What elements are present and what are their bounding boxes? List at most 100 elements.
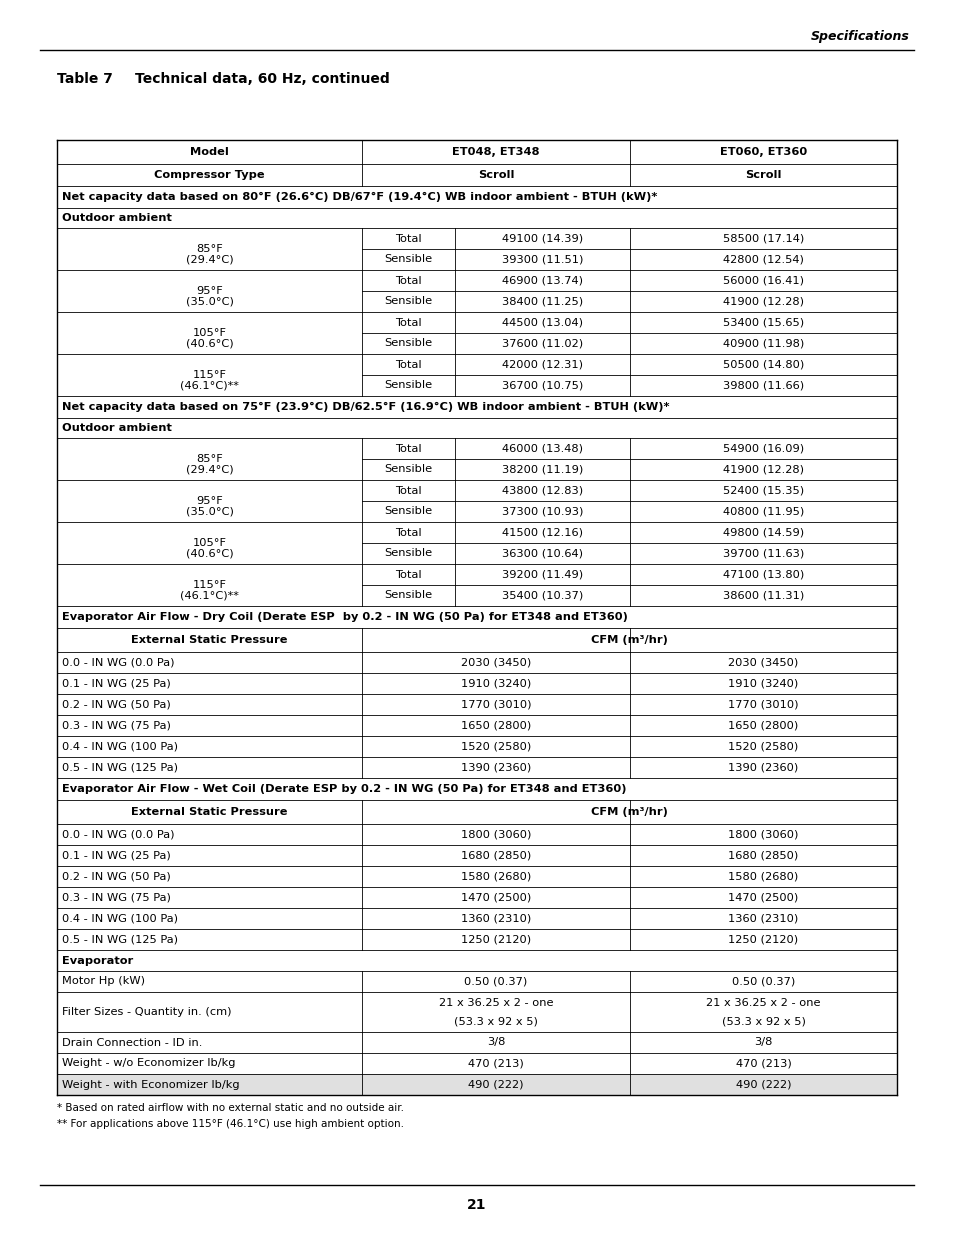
Text: 1910 (3240): 1910 (3240) xyxy=(727,678,798,688)
Text: 0.1 - IN WG (25 Pa): 0.1 - IN WG (25 Pa) xyxy=(62,678,171,688)
Text: Evaporator Air Flow - Dry Coil (Derate ESP  by 0.2 - IN WG (50 Pa) for ET348 and: Evaporator Air Flow - Dry Coil (Derate E… xyxy=(62,613,627,622)
Text: Outdoor ambient: Outdoor ambient xyxy=(62,212,172,224)
Text: Total: Total xyxy=(395,485,421,495)
Text: Model: Model xyxy=(190,147,229,157)
Text: 85°F: 85°F xyxy=(196,245,223,254)
Text: 0.0 - IN WG (0.0 Pa): 0.0 - IN WG (0.0 Pa) xyxy=(62,657,174,667)
Text: 105°F: 105°F xyxy=(193,329,226,338)
Text: 0.2 - IN WG (50 Pa): 0.2 - IN WG (50 Pa) xyxy=(62,699,171,709)
Text: 39800 (11.66): 39800 (11.66) xyxy=(722,380,803,390)
Text: Total: Total xyxy=(395,317,421,327)
Text: 35400 (10.37): 35400 (10.37) xyxy=(501,590,582,600)
Text: 1360 (2310): 1360 (2310) xyxy=(460,914,531,924)
Text: 0.1 - IN WG (25 Pa): 0.1 - IN WG (25 Pa) xyxy=(62,851,171,861)
Text: Sensible: Sensible xyxy=(384,338,432,348)
Text: Sensible: Sensible xyxy=(384,506,432,516)
Text: 21 x 36.25 x 2 - one: 21 x 36.25 x 2 - one xyxy=(705,998,820,1008)
Text: * Based on rated airflow with no external static and no outside air.: * Based on rated airflow with no externa… xyxy=(57,1103,403,1113)
Text: 1580 (2680): 1580 (2680) xyxy=(460,872,531,882)
Text: Net capacity data based on 75°F (23.9°C) DB/62.5°F (16.9°C) WB indoor ambient - : Net capacity data based on 75°F (23.9°C)… xyxy=(62,401,669,412)
Text: (46.1°C)**: (46.1°C)** xyxy=(180,380,238,390)
Text: 39300 (11.51): 39300 (11.51) xyxy=(501,254,582,264)
Text: 1650 (2800): 1650 (2800) xyxy=(727,720,798,730)
Text: Scroll: Scroll xyxy=(477,170,514,180)
Text: 0.50 (0.37): 0.50 (0.37) xyxy=(731,977,794,987)
Text: 0.4 - IN WG (100 Pa): 0.4 - IN WG (100 Pa) xyxy=(62,914,178,924)
Text: Weight - w/o Economizer lb/kg: Weight - w/o Economizer lb/kg xyxy=(62,1058,235,1068)
Text: Table 7: Table 7 xyxy=(57,72,112,86)
Text: Sensible: Sensible xyxy=(384,464,432,474)
Text: Total: Total xyxy=(395,569,421,579)
Text: 115°F: 115°F xyxy=(193,370,226,380)
Text: 470 (213): 470 (213) xyxy=(735,1058,791,1068)
Text: 21 x 36.25 x 2 - one: 21 x 36.25 x 2 - one xyxy=(438,998,553,1008)
Text: 1580 (2680): 1580 (2680) xyxy=(727,872,798,882)
Text: 95°F: 95°F xyxy=(196,287,223,296)
Text: 38600 (11.31): 38600 (11.31) xyxy=(722,590,803,600)
Text: 36300 (10.64): 36300 (10.64) xyxy=(501,548,582,558)
Text: 1250 (2120): 1250 (2120) xyxy=(728,935,798,945)
Text: 0.0 - IN WG (0.0 Pa): 0.0 - IN WG (0.0 Pa) xyxy=(62,830,174,840)
Text: 56000 (16.41): 56000 (16.41) xyxy=(722,275,803,285)
Text: 470 (213): 470 (213) xyxy=(468,1058,523,1068)
Text: 490 (222): 490 (222) xyxy=(468,1079,523,1089)
Text: 52400 (15.35): 52400 (15.35) xyxy=(722,485,803,495)
Text: 2030 (3450): 2030 (3450) xyxy=(727,657,798,667)
Text: 1470 (2500): 1470 (2500) xyxy=(460,893,531,903)
Text: 2030 (3450): 2030 (3450) xyxy=(460,657,531,667)
Text: 50500 (14.80): 50500 (14.80) xyxy=(722,359,803,369)
Text: Sensible: Sensible xyxy=(384,590,432,600)
Text: (53.3 x 92 x 5): (53.3 x 92 x 5) xyxy=(720,1016,804,1026)
Text: 1250 (2120): 1250 (2120) xyxy=(460,935,531,945)
Text: 0.2 - IN WG (50 Pa): 0.2 - IN WG (50 Pa) xyxy=(62,872,171,882)
Text: 1680 (2850): 1680 (2850) xyxy=(727,851,798,861)
Text: Sensible: Sensible xyxy=(384,380,432,390)
Text: Motor Hp (kW): Motor Hp (kW) xyxy=(62,977,145,987)
Text: 49800 (14.59): 49800 (14.59) xyxy=(722,527,803,537)
Text: 40800 (11.95): 40800 (11.95) xyxy=(722,506,803,516)
Text: Compressor Type: Compressor Type xyxy=(154,170,265,180)
Text: 1520 (2580): 1520 (2580) xyxy=(460,741,531,752)
Text: 1650 (2800): 1650 (2800) xyxy=(460,720,531,730)
Text: Outdoor ambient: Outdoor ambient xyxy=(62,424,172,433)
Text: (29.4°C): (29.4°C) xyxy=(186,254,233,264)
Text: 1770 (3010): 1770 (3010) xyxy=(727,699,798,709)
Text: 115°F: 115°F xyxy=(193,580,226,590)
Text: 1800 (3060): 1800 (3060) xyxy=(727,830,798,840)
Text: ** For applications above 115°F (46.1°C) use high ambient option.: ** For applications above 115°F (46.1°C)… xyxy=(57,1119,403,1129)
Text: Total: Total xyxy=(395,233,421,243)
Text: 21: 21 xyxy=(467,1198,486,1212)
Text: Scroll: Scroll xyxy=(744,170,781,180)
Text: (53.3 x 92 x 5): (53.3 x 92 x 5) xyxy=(454,1016,537,1026)
Bar xyxy=(57,1074,896,1095)
Text: External Static Pressure: External Static Pressure xyxy=(132,806,288,818)
Text: Net capacity data based on 80°F (26.6°C) DB/67°F (19.4°C) WB indoor ambient - BT: Net capacity data based on 80°F (26.6°C)… xyxy=(62,191,657,203)
Text: External Static Pressure: External Static Pressure xyxy=(132,635,288,645)
Text: 47100 (13.80): 47100 (13.80) xyxy=(722,569,803,579)
Text: Technical data, 60 Hz, continued: Technical data, 60 Hz, continued xyxy=(135,72,390,86)
Text: 38200 (11.19): 38200 (11.19) xyxy=(501,464,582,474)
Text: 58500 (17.14): 58500 (17.14) xyxy=(722,233,803,243)
Text: 41500 (12.16): 41500 (12.16) xyxy=(501,527,582,537)
Text: 0.3 - IN WG (75 Pa): 0.3 - IN WG (75 Pa) xyxy=(62,893,171,903)
Text: 37300 (10.93): 37300 (10.93) xyxy=(501,506,582,516)
Text: 3/8: 3/8 xyxy=(486,1037,505,1047)
Text: 37600 (11.02): 37600 (11.02) xyxy=(501,338,582,348)
Text: Weight - with Economizer lb/kg: Weight - with Economizer lb/kg xyxy=(62,1079,239,1089)
Text: (40.6°C): (40.6°C) xyxy=(186,338,233,348)
Text: 1800 (3060): 1800 (3060) xyxy=(460,830,531,840)
Text: 36700 (10.75): 36700 (10.75) xyxy=(501,380,582,390)
Text: Total: Total xyxy=(395,359,421,369)
Text: 85°F: 85°F xyxy=(196,454,223,464)
Text: 42800 (12.54): 42800 (12.54) xyxy=(722,254,803,264)
Text: 41900 (12.28): 41900 (12.28) xyxy=(722,464,803,474)
Text: 1910 (3240): 1910 (3240) xyxy=(460,678,531,688)
Text: 53400 (15.65): 53400 (15.65) xyxy=(722,317,803,327)
Text: 1390 (2360): 1390 (2360) xyxy=(727,762,798,773)
Text: 0.4 - IN WG (100 Pa): 0.4 - IN WG (100 Pa) xyxy=(62,741,178,752)
Text: 105°F: 105°F xyxy=(193,538,226,548)
Text: 0.50 (0.37): 0.50 (0.37) xyxy=(464,977,527,987)
Text: (35.0°C): (35.0°C) xyxy=(186,506,233,516)
Text: 39700 (11.63): 39700 (11.63) xyxy=(722,548,803,558)
Text: 1770 (3010): 1770 (3010) xyxy=(460,699,531,709)
